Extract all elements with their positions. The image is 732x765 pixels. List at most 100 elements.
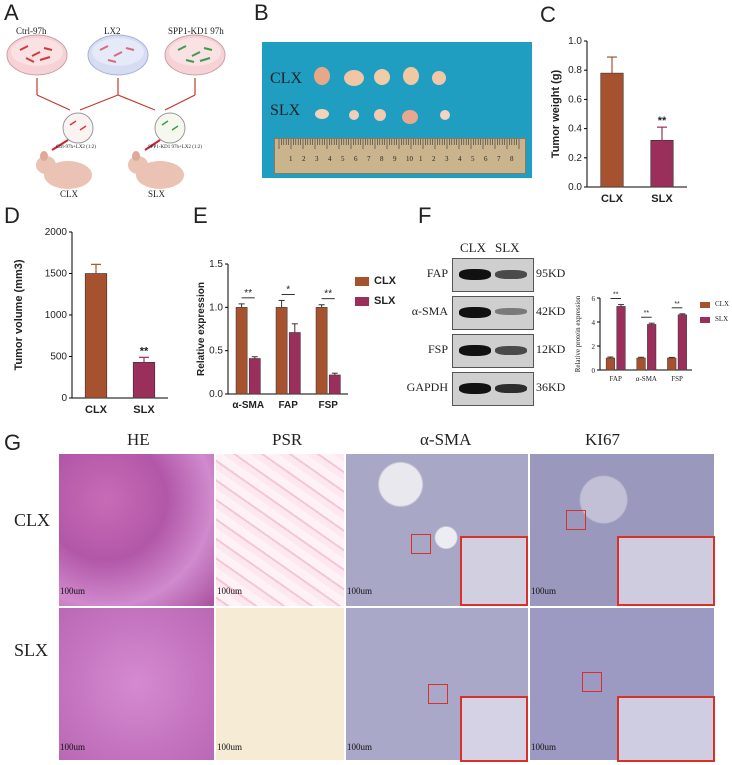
significance: ** — [658, 115, 667, 127]
y-tick-label: 4 — [592, 319, 596, 327]
bar — [84, 273, 108, 399]
dish-label-kd: SPP1-KD1 97h — [168, 26, 224, 36]
y-tick-label: 0.0 — [568, 182, 582, 193]
legend-swatch — [700, 317, 710, 323]
asma-slx-roi — [428, 684, 448, 704]
blot-row: FSP 12KD — [400, 332, 580, 368]
legend-swatch — [355, 277, 369, 286]
he-clx-image — [59, 454, 214, 606]
ruler-label: 7 — [497, 155, 501, 163]
ruler-label: 7 — [367, 155, 371, 163]
ruler-label: 2 — [432, 155, 436, 163]
category-label: FAP — [278, 400, 298, 411]
significance: ** — [324, 289, 332, 300]
y-tick-label: 6 — [592, 295, 596, 303]
y-axis-label: Relative expression — [196, 282, 207, 376]
blot-protein-label: FSP — [427, 342, 448, 356]
tumor-row-label-clx: CLX — [270, 70, 302, 87]
blot-kd-label: 12KD — [536, 342, 566, 356]
blot-header-slx: SLX — [495, 240, 520, 255]
psr-clx-image — [216, 454, 344, 606]
blot-band-clx — [459, 307, 491, 318]
ruler-label: 5 — [341, 155, 345, 163]
blot-band-slx — [495, 308, 527, 315]
he-slx-image — [59, 608, 214, 760]
scale-psr-slx: 100um — [217, 742, 243, 752]
blot-kd-label: 36KD — [536, 380, 566, 394]
blot-band-clx — [459, 383, 491, 394]
panel-label-b: B — [254, 0, 269, 25]
mix-label-1: Ctrl-97h+LX2 (1:2) — [56, 145, 96, 150]
y-axis-label: Tumor weight (g) — [550, 69, 562, 158]
category-label: FSP — [671, 375, 683, 383]
bar — [650, 139, 674, 188]
legend-label: SLX — [715, 315, 728, 323]
category-label: FSP — [318, 400, 338, 411]
ruler-label: 3 — [315, 155, 319, 163]
y-tick-label: 0 — [592, 367, 596, 375]
panel-label-g: G — [4, 430, 22, 455]
y-tick-label: 0.2 — [568, 153, 582, 164]
y-tick-label: 0.8 — [568, 65, 582, 76]
dish-label-lx2: LX2 — [104, 26, 121, 36]
panel-label-f: F — [418, 203, 432, 228]
tumor-photo: CLX SLX 1 2 3 4 5 6 7 8 9 10 1 2 3 4 5 6 7 8 — [262, 42, 532, 178]
mouse-label-clx: CLX — [60, 189, 78, 199]
ki67-slx-roi — [582, 672, 602, 692]
category-label: α-SMA — [232, 400, 264, 411]
scale-psr-clx: 100um — [217, 586, 243, 596]
bar — [600, 72, 624, 188]
ruler-label: 6 — [354, 155, 358, 163]
ruler-ticks: 1 2 3 4 5 6 7 8 9 10 1 2 3 4 5 6 7 8 — [278, 139, 520, 163]
blot-row: FAP 95KD — [400, 256, 580, 292]
legend-label: SLX — [374, 295, 396, 307]
psr-slx-image — [216, 608, 344, 760]
significance: ** — [140, 345, 149, 357]
significance: * — [286, 284, 290, 295]
bar — [667, 357, 677, 371]
blot-row: α-SMA 42KD — [400, 294, 580, 330]
bar — [636, 357, 646, 371]
ruler-label: 2 — [302, 155, 306, 163]
col-label-he: HE — [127, 430, 150, 449]
row-label-clx: CLX — [14, 510, 50, 530]
bar — [605, 357, 615, 371]
y-tick-label: 1500 — [45, 269, 68, 280]
chart-c: 0.0 0.2 0.4 0.6 0.8 1.0 CLX SLX ** Tumor weight (… — [550, 36, 687, 205]
ruler-label: 1 — [419, 155, 423, 163]
y-tick-label: 2 — [592, 343, 596, 351]
significance: ** — [244, 288, 252, 299]
blot-band-panel — [452, 258, 534, 292]
ruler: 1 2 3 4 5 6 7 8 9 10 1 2 3 4 5 6 7 8 — [274, 138, 526, 174]
blot-band-panel — [452, 296, 534, 330]
significance: ** — [674, 301, 680, 308]
dish-label-ctrl: Ctrl-97h — [16, 26, 47, 36]
mouse-label-slx: SLX — [148, 189, 166, 199]
asma-clx-image — [346, 454, 528, 606]
bar — [288, 332, 301, 395]
y-axis-label: Tumor volume (mm3) — [13, 259, 25, 370]
panel-a-schematic: Ctrl-97h LX2 SPP1-KD1 97h Ctrl-97h+LX2 (… — [0, 0, 245, 200]
mix-label-2: SPP1-KD1 97h+LX2 (1:2) — [148, 145, 202, 150]
row-label-slx: SLX — [14, 640, 49, 660]
bar — [235, 307, 248, 395]
panel-label-a: A — [4, 0, 19, 25]
blot-kd-label: 95KD — [536, 266, 566, 280]
ruler-label: 6 — [484, 155, 488, 163]
legend-swatch — [355, 297, 369, 306]
y-tick-label: 1.0 — [209, 302, 223, 313]
scale-ki67-slx: 100um — [531, 742, 557, 752]
western-blot: CLX SLX FAP 95KD α-SMA 42KD FSP 12KD GAPDH 36KD — [400, 240, 580, 412]
asma-slx-inset — [460, 696, 528, 762]
ruler-label: 4 — [328, 155, 332, 163]
ruler-label: 1 — [289, 155, 293, 163]
ruler-label: 10 — [406, 155, 414, 163]
significance: ** — [644, 310, 650, 317]
significance: ** — [613, 292, 619, 299]
bar — [647, 324, 657, 371]
y-tick-label: 0 — [61, 393, 67, 404]
tumor-row-label-slx: SLX — [270, 102, 301, 119]
category-label: CLX — [601, 193, 624, 205]
col-label-psr: PSR — [272, 430, 303, 449]
y-tick-label: 0.6 — [568, 94, 582, 105]
